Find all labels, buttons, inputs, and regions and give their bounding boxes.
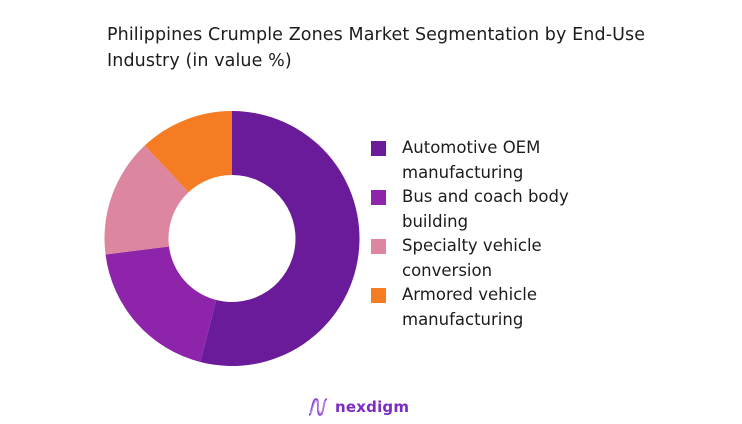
legend-item-armored-vehicle: Armored vehicle manufacturing (371, 283, 602, 332)
legend-label: Bus and coach body building (402, 187, 569, 231)
donut-slice-1 (105, 246, 217, 362)
chart-title: Philippines Crumple Zones Market Segment… (107, 25, 646, 71)
logo-text: nexdigm (335, 398, 410, 416)
legend-label: Automotive OEM manufacturing (402, 138, 541, 182)
legend-swatch (371, 190, 386, 205)
donut-slice-0 (200, 111, 360, 366)
legend-label: Armored vehicle manufacturing (402, 285, 538, 329)
legend-swatch (371, 239, 386, 254)
legend-label: Specialty vehicle conversion (402, 236, 542, 280)
nexdigm-logo: nexdigm (307, 396, 409, 418)
nexdigm-wave-icon (308, 398, 328, 416)
legend-swatch (371, 141, 386, 156)
donut-slice-3 (144, 111, 232, 193)
donut-slices (104, 111, 360, 366)
legend-swatch (371, 288, 386, 303)
legend-item-automotive-oem: Automotive OEM manufacturing (371, 136, 602, 185)
legend-item-bus-coach: Bus and coach body building (371, 185, 602, 234)
legend: Automotive OEM manufacturing Bus and coa… (371, 136, 602, 332)
donut-slice-2 (104, 145, 189, 255)
legend-item-specialty-vehicle: Specialty vehicle conversion (371, 234, 602, 283)
